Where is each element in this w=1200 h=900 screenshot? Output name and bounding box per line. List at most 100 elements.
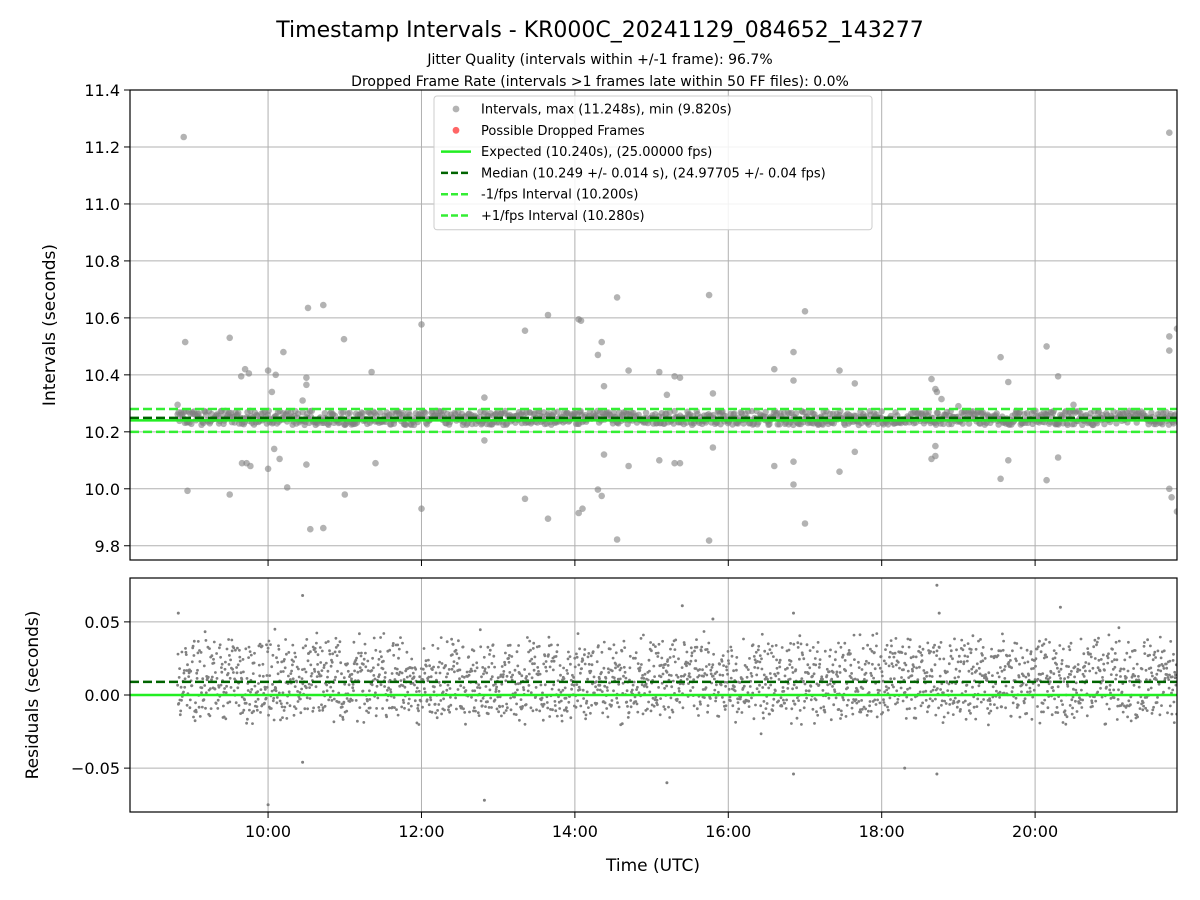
residual-point — [1002, 639, 1005, 643]
residual-point — [311, 709, 315, 713]
residual-point — [396, 643, 400, 647]
residual-point — [279, 702, 283, 705]
residual-point — [677, 657, 680, 661]
residual-point — [1053, 656, 1057, 660]
residual-point — [455, 652, 459, 656]
residual-point — [322, 663, 326, 667]
residual-point — [559, 699, 563, 703]
residual-point — [639, 637, 643, 640]
residual-point — [267, 713, 270, 717]
legend-entry: Median (10.249 +/- 0.014 s), (24.97705 +… — [441, 166, 826, 181]
residual-point — [628, 666, 632, 670]
residual-point — [891, 665, 895, 668]
residual-point — [838, 671, 842, 674]
residual-point — [381, 667, 385, 671]
residual-point — [544, 660, 548, 663]
residual-point — [614, 651, 618, 655]
residual-point — [954, 667, 958, 671]
residual-point — [1143, 652, 1147, 655]
residual-point — [1150, 712, 1154, 715]
residual-point — [589, 654, 593, 658]
residual-point — [355, 656, 358, 660]
residual-point — [748, 685, 752, 688]
residual-point — [335, 654, 339, 657]
residual-point — [510, 655, 514, 658]
interval-outlier-point — [320, 524, 327, 532]
residual-point — [1058, 674, 1061, 677]
residual-point — [1152, 705, 1155, 709]
interval-outlier-point — [418, 321, 425, 328]
residual-point — [1056, 666, 1059, 670]
residual-point — [575, 683, 579, 686]
residual-point — [422, 647, 426, 650]
interval-point — [376, 409, 384, 416]
residual-point — [439, 636, 443, 639]
residual-point — [669, 696, 673, 700]
residual-outlier-point — [1058, 605, 1062, 609]
residual-point — [628, 654, 632, 658]
residual-point — [1067, 645, 1071, 648]
residual-point — [1045, 674, 1049, 678]
residual-point — [1016, 703, 1020, 707]
residual-point — [413, 699, 417, 703]
residual-point — [970, 672, 974, 675]
interval-outlier-point — [836, 468, 843, 476]
residual-point — [678, 700, 682, 704]
residual-point — [455, 707, 458, 711]
residual-point — [841, 696, 845, 699]
residual-point — [947, 662, 951, 666]
residual-point — [353, 669, 356, 673]
residual-point — [1089, 655, 1093, 659]
residual-point — [437, 703, 441, 706]
residual-point — [674, 638, 678, 642]
residual-point — [764, 683, 767, 686]
residual-point — [366, 659, 370, 663]
residual-point — [411, 671, 415, 675]
residual-point — [423, 671, 427, 675]
residual-point — [1073, 665, 1077, 669]
residual-point — [537, 644, 541, 648]
interval-outlier-point — [1173, 508, 1177, 515]
residual-point — [845, 703, 849, 707]
residual-point — [1061, 703, 1064, 706]
residual-point — [611, 656, 615, 660]
residual-point — [880, 674, 884, 678]
residual-point — [559, 673, 562, 677]
residual-point — [261, 662, 265, 666]
residual-point — [183, 677, 187, 681]
residual-point — [998, 690, 1002, 694]
residual-point — [1041, 702, 1045, 705]
interval-point — [1101, 420, 1108, 428]
residual-point — [587, 652, 591, 655]
residual-point — [224, 691, 228, 695]
interval-point — [792, 410, 800, 417]
residual-point — [334, 675, 337, 679]
residual-point — [827, 670, 831, 673]
residual-point — [792, 699, 795, 703]
residual-point — [721, 696, 724, 699]
residual-point — [796, 646, 800, 649]
residual-point — [631, 683, 635, 687]
residual-point — [856, 690, 860, 693]
residual-point — [220, 670, 224, 674]
residual-point — [880, 670, 884, 674]
residual-point — [1034, 664, 1037, 668]
residual-point — [657, 686, 660, 689]
residual-point — [885, 688, 889, 692]
residual-point — [822, 705, 826, 709]
residual-outlier-point — [680, 604, 684, 608]
residual-point — [1172, 652, 1175, 656]
residual-point — [803, 682, 807, 686]
residual-point — [467, 673, 471, 677]
residual-point — [321, 708, 325, 712]
residual-point — [403, 706, 406, 710]
residual-point — [734, 662, 738, 666]
residual-point — [572, 683, 576, 687]
residual-point — [480, 704, 484, 708]
residual-point — [309, 674, 313, 678]
residual-point — [759, 732, 763, 736]
residual-point — [343, 682, 347, 686]
residual-point — [813, 657, 817, 660]
residual-point — [481, 666, 485, 669]
residual-point — [736, 701, 740, 704]
